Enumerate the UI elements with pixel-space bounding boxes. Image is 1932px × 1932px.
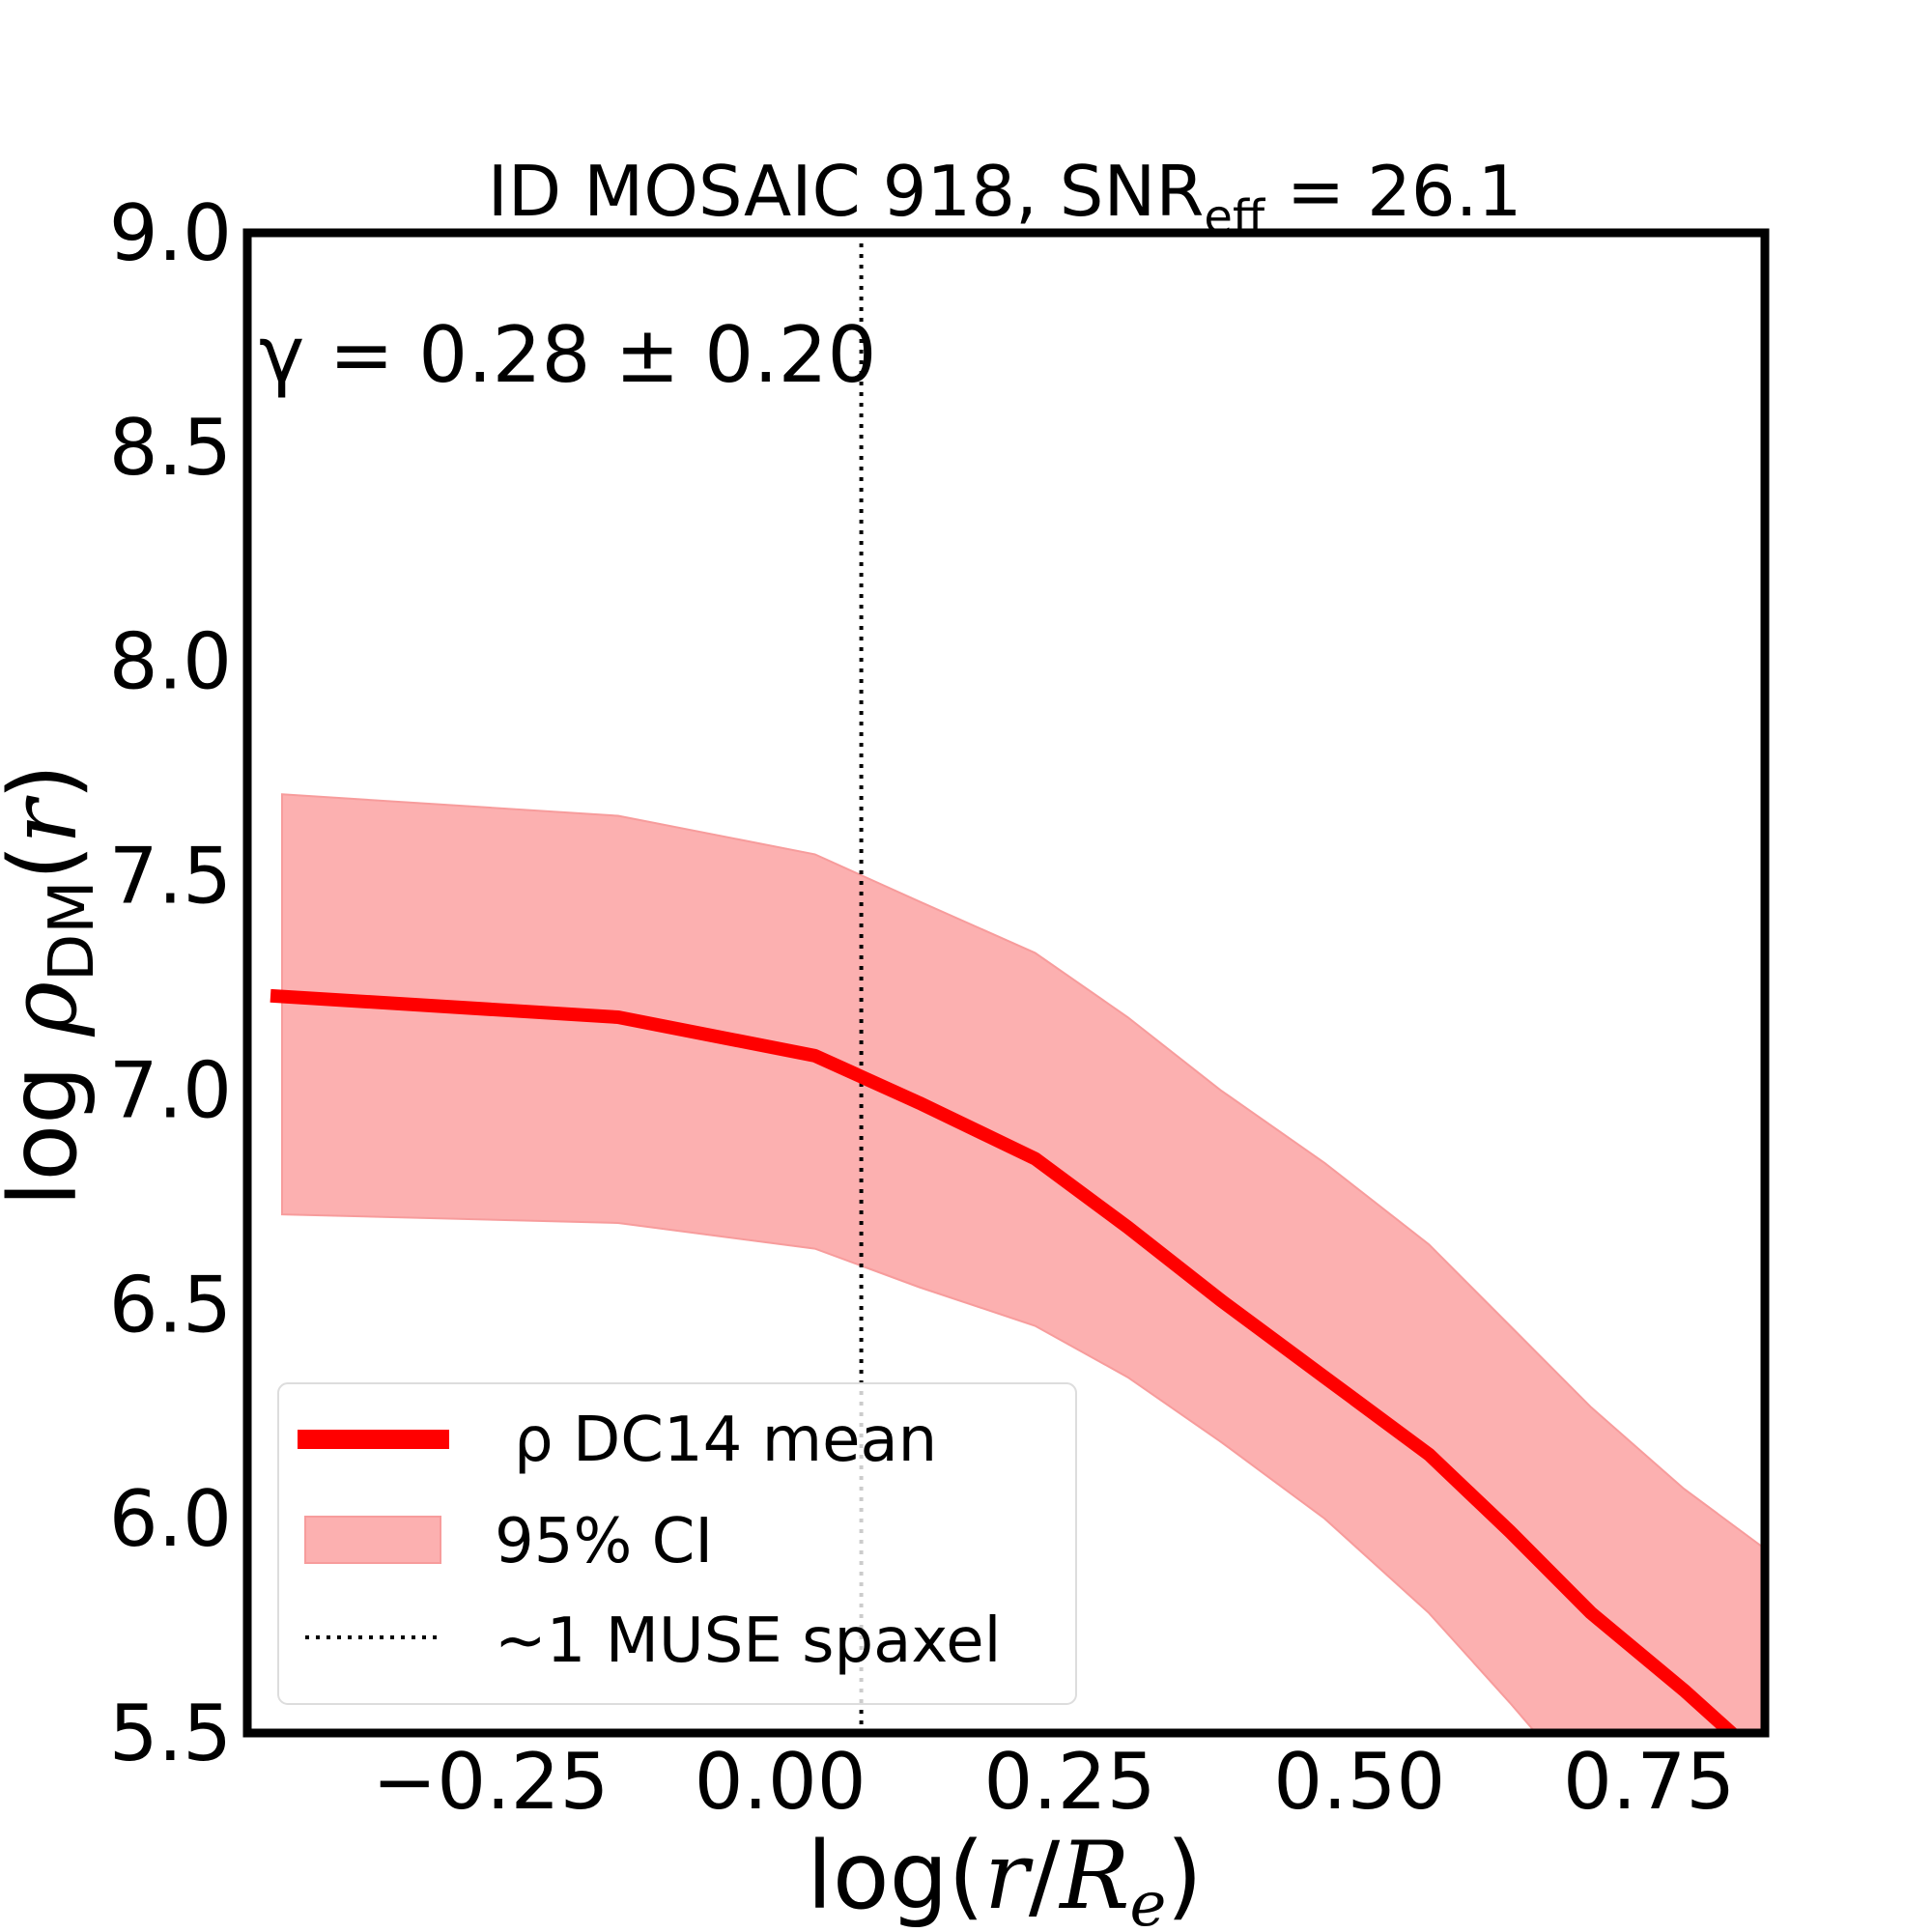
legend: ρ DC14 mean 95% CI ~1 MUSE spaxel — [277, 1382, 1077, 1705]
y-tick-label: 9.0 — [109, 188, 232, 278]
y-tick-label: 6.0 — [109, 1474, 232, 1564]
y-axis-ticks: 5.5 6.0 6.5 7.0 7.5 8.0 8.5 9.0 — [109, 188, 232, 1778]
y-tick-label: 5.5 — [109, 1689, 232, 1778]
y-tick-label: 8.0 — [109, 617, 232, 707]
plot-area — [270, 233, 1765, 1733]
y-tick-label: 7.0 — [109, 1045, 232, 1135]
x-tick-label: 0.75 — [1563, 1737, 1735, 1827]
y-tick-label: 8.5 — [109, 403, 232, 493]
y-axis-label: log ρDM(r) — [0, 764, 108, 1208]
y-tick-label: 6.5 — [109, 1260, 232, 1350]
y-tick-label: 7.5 — [109, 832, 232, 922]
x-axis-label: log(r/Re) — [807, 1822, 1203, 1932]
legend-swatch-ci — [304, 1516, 441, 1564]
plot-frame — [242, 228, 1770, 1738]
legend-label-ci: 95% CI — [495, 1506, 713, 1577]
x-tick-label: −0.25 — [372, 1737, 609, 1827]
chart-title: ID MOSAIC 918, SNReff = 26.1 — [488, 151, 1522, 244]
gamma-annotation: γ = 0.28 ± 0.20 — [259, 310, 876, 400]
x-tick-label: 0.00 — [695, 1737, 867, 1827]
x-axis-ticks: −0.25 0.00 0.25 0.50 0.75 — [372, 1737, 1735, 1827]
legend-box — [277, 1382, 1077, 1705]
chart-title-main: ID MOSAIC 918, SNR — [488, 151, 1205, 232]
chart-title-suffix: = 26.1 — [1264, 151, 1521, 232]
legend-label-spaxel: ~1 MUSE spaxel — [495, 1605, 1001, 1677]
mean-line — [270, 988, 1742, 1733]
x-tick-label: 0.50 — [1273, 1737, 1445, 1827]
legend-label-mean: ρ DC14 mean — [514, 1405, 937, 1476]
x-tick-label: 0.25 — [983, 1737, 1155, 1827]
